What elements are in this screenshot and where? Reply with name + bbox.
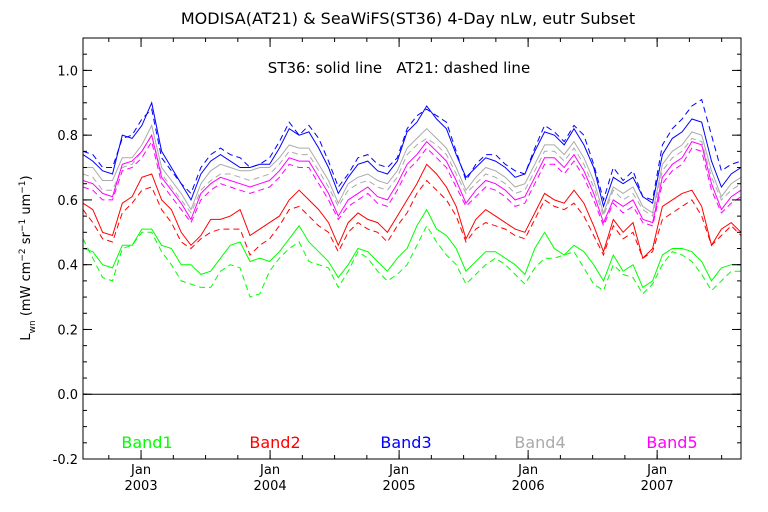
- y-tick-label: 0.2: [57, 323, 78, 338]
- series-layer: [82, 98, 742, 298]
- legend-band1: Band1: [121, 433, 172, 452]
- x-tick-year: 2006: [512, 479, 545, 494]
- x-tick-year: 2005: [383, 479, 416, 494]
- band3-solid-line: [82, 101, 742, 209]
- band4-solid-line: [83, 123, 742, 215]
- y-axis-label: Lwn (mW cm−2 sr−1 um−1): [18, 175, 38, 340]
- x-tick-month: Jan: [646, 463, 667, 478]
- band1-solid-line: [82, 208, 741, 289]
- legend-band4: Band4: [514, 433, 565, 452]
- band5-dashed-line: [82, 140, 742, 228]
- y-tick-label: 0.8: [57, 129, 78, 144]
- x-tick-month: Jan: [388, 463, 409, 478]
- axes: -0.20.00.20.40.60.81.0Jan2003Jan2004Jan2…: [53, 37, 742, 494]
- legend-band5: Band5: [646, 433, 697, 452]
- x-tick-year: 2007: [641, 479, 674, 494]
- y-tick-label: 0.6: [57, 194, 78, 209]
- y-tick-label: 0.4: [57, 259, 78, 274]
- line-style-annotation: ST36: solid line AT21: dashed line: [268, 59, 530, 77]
- x-tick-month: Jan: [259, 463, 280, 478]
- svg-text:Lwn (mW cm−2 sr−1 um−1): Lwn (mW cm−2 sr−1 um−1): [18, 175, 38, 340]
- chart-title: MODISA(AT21) & SeaWiFS(ST36) 4-Day nLw, …: [181, 9, 635, 28]
- legend-band2: Band2: [249, 433, 300, 452]
- plot-frame: [82, 37, 742, 460]
- x-tick-year: 2003: [125, 479, 158, 494]
- band2-solid-line: [82, 163, 742, 260]
- x-tick-month: Jan: [517, 463, 538, 478]
- band5-solid-line: [82, 133, 742, 224]
- y-tick-label: 1.0: [57, 64, 78, 79]
- y-tick-label: 0.0: [57, 388, 78, 403]
- y-tick-label: -0.2: [53, 453, 78, 468]
- legend-band3: Band3: [380, 433, 431, 452]
- band1-dashed-line: [82, 224, 741, 298]
- band2-dashed-line: [82, 179, 742, 259]
- band3-dashed-line: [82, 98, 742, 202]
- x-tick-month: Jan: [130, 463, 151, 478]
- x-tick-year: 2004: [254, 479, 287, 494]
- band-legend: Band1 Band2 Band3 Band4 Band5: [121, 433, 697, 452]
